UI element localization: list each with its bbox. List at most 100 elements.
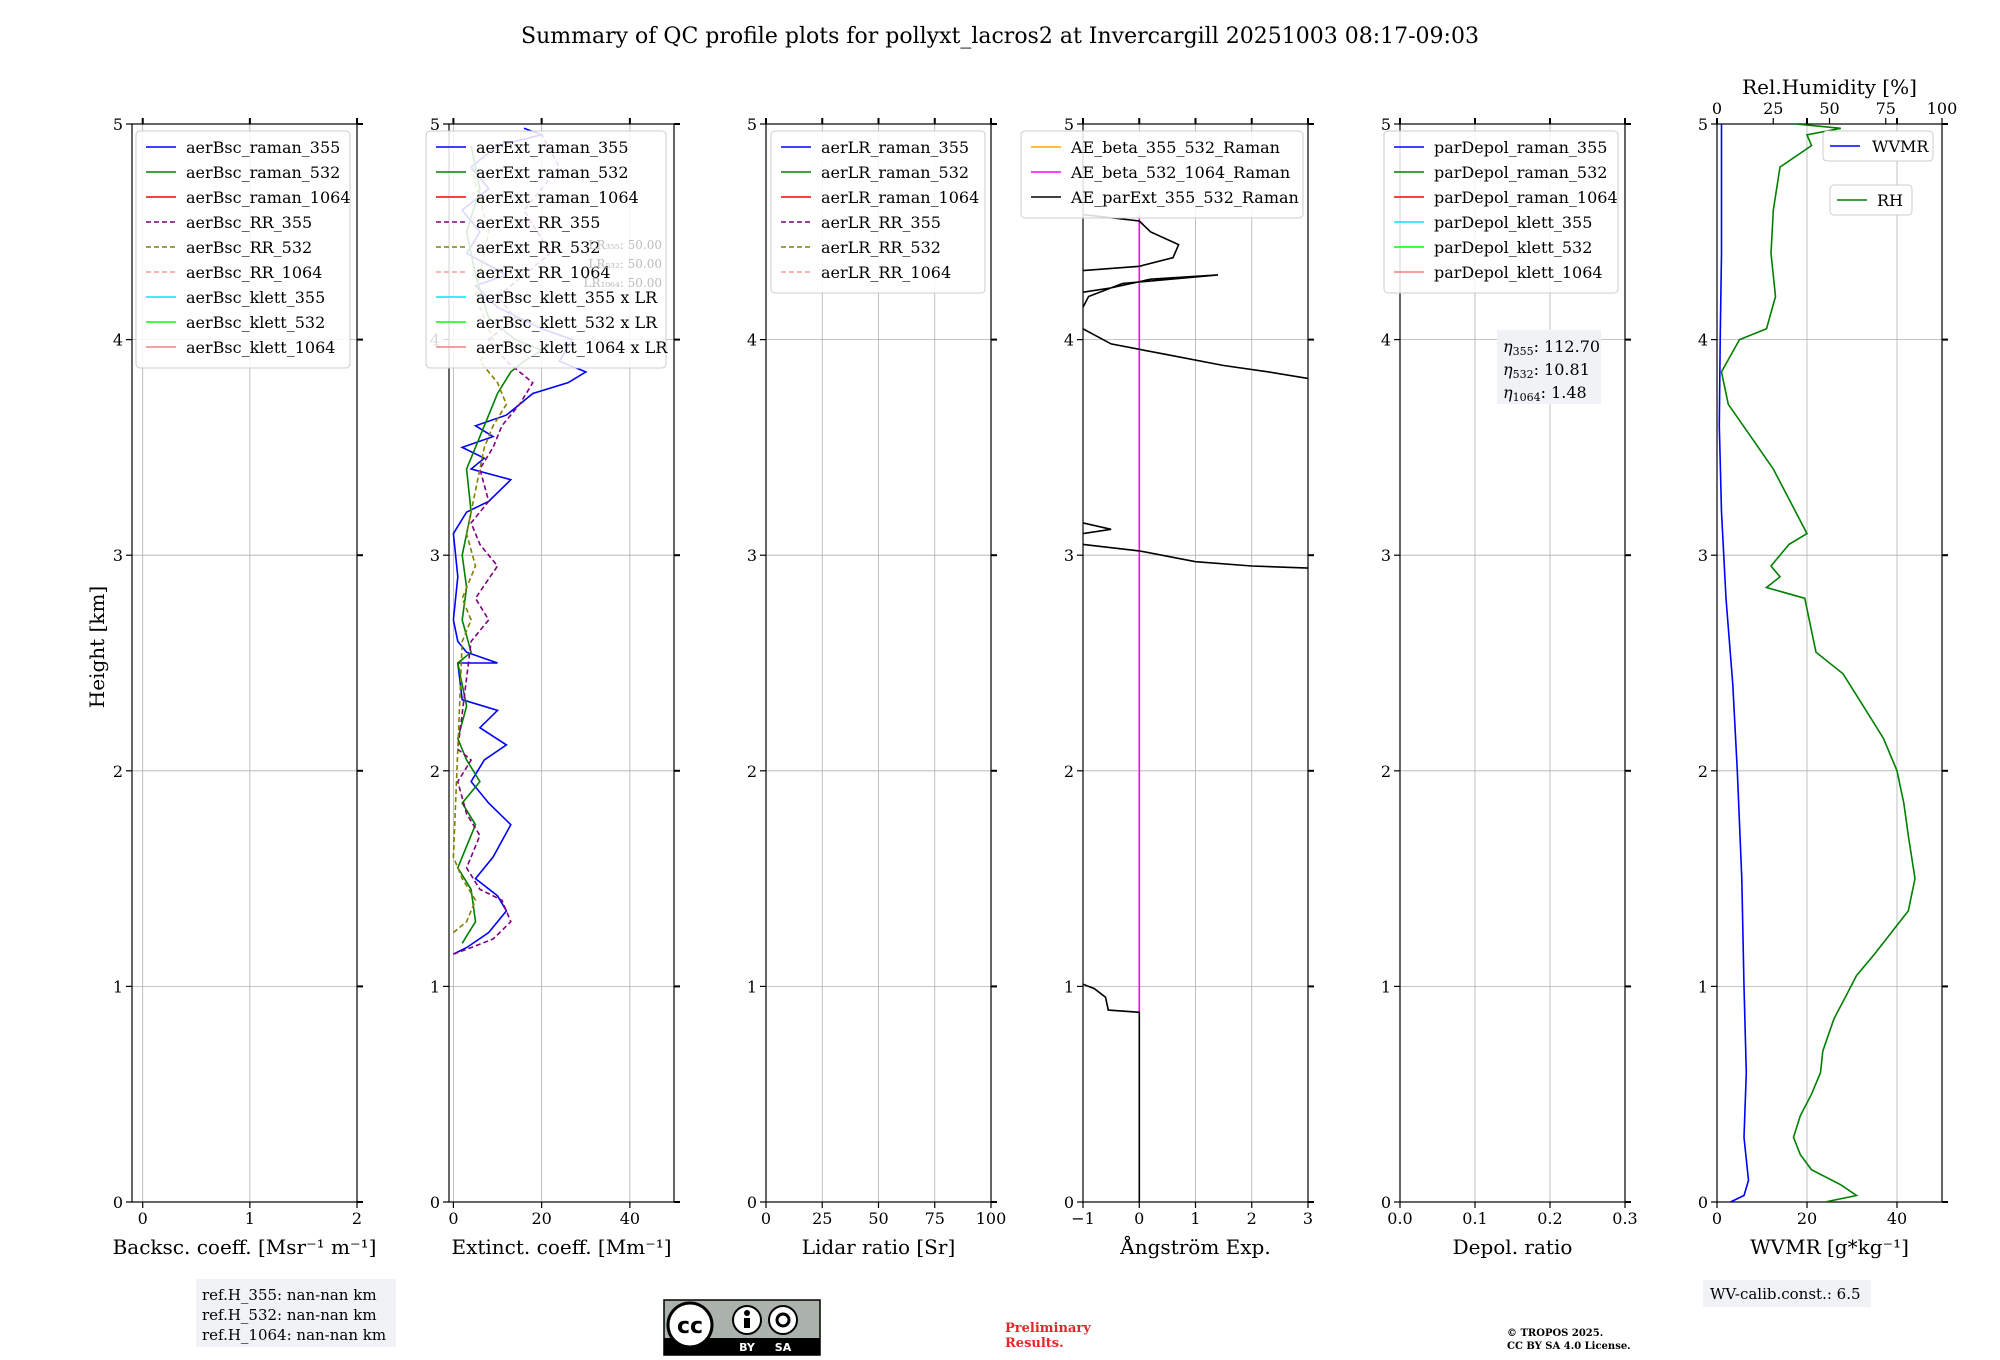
preliminary-line1: Preliminary bbox=[1005, 1321, 1091, 1336]
y-tick-label-depol: 3 bbox=[1381, 546, 1391, 565]
legend-label: AE_beta_355_532_Raman bbox=[1070, 138, 1280, 157]
eta-box bbox=[1497, 330, 1601, 404]
series-group-wv bbox=[1718, 124, 1916, 1202]
y-tick-label-ae: 3 bbox=[1064, 546, 1074, 565]
series-line-RH bbox=[1720, 124, 1916, 1202]
legend-label: aerLR_RR_1064 bbox=[821, 263, 951, 282]
figure-title: Summary of QC profile plots for pollyxt_… bbox=[521, 24, 1479, 49]
y-tick-label-ext: 5 bbox=[430, 115, 440, 134]
y-tick-label-wv: 1 bbox=[1698, 977, 1708, 996]
y-tick-label-lr: 3 bbox=[747, 546, 757, 565]
wv-calib-box: WV-calib.const.: 6.5 bbox=[1703, 1280, 1871, 1307]
y-axis-label: Height [km] bbox=[85, 586, 109, 708]
sa-share-icon bbox=[768, 1305, 798, 1335]
series-line-AE_parExt_355_532_Raman bbox=[1083, 983, 1141, 1202]
y-tick-label-lr: 4 bbox=[747, 331, 757, 350]
y-tick-label-bsc: 5 bbox=[113, 115, 123, 134]
ref-height-1064: ref.H_1064: nan-nan km bbox=[202, 1326, 386, 1344]
legend-label: aerExt_RR_532 bbox=[476, 238, 600, 257]
y-tick-label-lr: 1 bbox=[747, 977, 757, 996]
x-tick-label-ae: −1 bbox=[1071, 1209, 1095, 1228]
y-tick-label-wv: 4 bbox=[1698, 331, 1708, 350]
legend-label: parDepol_klett_532 bbox=[1434, 238, 1592, 257]
y-tick-label-bsc: 1 bbox=[113, 977, 123, 996]
top-x-tick-label-wv: 0 bbox=[1712, 99, 1722, 118]
legend-ext: aerExt_raman_355 aerExt_raman_532 aerExt_r… bbox=[425, 130, 668, 369]
legend-depol: parDepol_raman_355 parDepol_raman_532 parD… bbox=[1383, 130, 1619, 294]
top-x-tick-label-wv: 75 bbox=[1876, 99, 1896, 118]
y-tick-label-lr: 0 bbox=[747, 1193, 757, 1212]
legend-label: RH bbox=[1877, 191, 1903, 210]
y-tick-label-wv: 5 bbox=[1698, 115, 1708, 134]
legend-box-depol bbox=[1383, 130, 1619, 294]
sa-label: SA bbox=[775, 1341, 792, 1354]
legend-label: aerBsc_klett_1064 bbox=[186, 338, 335, 357]
x-tick-label-lr: 25 bbox=[812, 1209, 832, 1228]
x-tick-label-ae: 0 bbox=[1134, 1209, 1144, 1228]
legend-label: aerBsc_klett_1064 x LR bbox=[476, 338, 668, 357]
x-tick-label-wv: 20 bbox=[1797, 1209, 1817, 1228]
y-tick-label-ae: 0 bbox=[1064, 1193, 1074, 1212]
legend-label: parDepol_raman_355 bbox=[1434, 138, 1607, 157]
legend-box-ext bbox=[425, 130, 667, 369]
legend-label: WVMR bbox=[1872, 137, 1929, 156]
lr-annotation: LR₅₃₂: 50.00 bbox=[588, 257, 662, 271]
top-x-tick-label-wv: 50 bbox=[1819, 99, 1839, 118]
panel-ext: 02040012345Extinct. coeff. [Mm⁻¹]aerExt_… bbox=[425, 115, 680, 1259]
top-x-tick-label-wv: 100 bbox=[1927, 99, 1958, 118]
y-tick-label-wv: 3 bbox=[1698, 546, 1708, 565]
legend-label: aerBsc_RR_355 bbox=[186, 213, 312, 232]
x-tick-label-depol: 0.2 bbox=[1537, 1209, 1562, 1228]
legend-label: AE_beta_532_1064_Raman bbox=[1070, 163, 1290, 182]
y-tick-label-ext: 1 bbox=[430, 977, 440, 996]
series-line-WVMR bbox=[1718, 124, 1750, 1202]
legend-box-rh bbox=[1829, 184, 1913, 216]
eta-line: η1064: 1.48 bbox=[1503, 383, 1587, 404]
x-tick-label-bsc: 1 bbox=[245, 1209, 255, 1228]
y-tick-label-ae: 5 bbox=[1064, 115, 1074, 134]
eta-line: η355: 112.70 bbox=[1503, 337, 1600, 358]
legend-label: aerBsc_RR_1064 bbox=[186, 263, 322, 282]
legend-box-wvmr bbox=[1822, 130, 1934, 162]
panel-bsc: 0 1 2 0 1 2 3 4 5 Backsc. coeff. [Msr⁻¹ m⁻¹] aerBs… bbox=[113, 115, 377, 1259]
y-tick-label-ae: 1 bbox=[1064, 977, 1074, 996]
top-x-axis-label-wv: Rel.Humidity [%] bbox=[1742, 75, 1917, 99]
x-tick-label-lr: 75 bbox=[925, 1209, 945, 1228]
y-tick-label-ext: 0 bbox=[430, 1193, 440, 1212]
legend-rh: RH bbox=[1829, 184, 1913, 216]
legend-label: aerBsc_raman_355 bbox=[186, 138, 340, 157]
legend-label: aerLR_raman_532 bbox=[821, 163, 969, 182]
series-line-AE_parExt_355_532_Raman bbox=[1083, 543, 1308, 569]
lr-annotation: LR₃₅₅: 50.00 bbox=[588, 238, 662, 252]
y-tick-label-ae: 2 bbox=[1064, 762, 1074, 781]
ref-height-355: ref.H_355: nan-nan km bbox=[202, 1286, 377, 1304]
legend-label: parDepol_klett_1064 bbox=[1434, 263, 1603, 282]
legend-label: aerLR_raman_355 bbox=[821, 138, 969, 157]
axes-frame-ext bbox=[448, 123, 675, 1203]
legend-box-bsc bbox=[135, 130, 351, 369]
legend-ae: AE_beta_355_532_Raman AE_beta_532_1064_Ra… bbox=[1020, 130, 1304, 219]
legend-label: aerBsc_RR_532 bbox=[186, 238, 312, 257]
y-tick-label-ext: 2 bbox=[430, 762, 440, 781]
cc-logo-text: cc bbox=[677, 1314, 703, 1339]
x-tick-label-ae: 3 bbox=[1303, 1209, 1313, 1228]
x-tick-label-bsc: 2 bbox=[352, 1209, 362, 1228]
x-axis-label-lr: Lidar ratio [Sr] bbox=[802, 1235, 956, 1259]
preliminary-line2: Results. bbox=[1005, 1336, 1064, 1351]
legend-label: AE_parExt_355_532_Raman bbox=[1070, 188, 1299, 207]
legend-label: aerLR_RR_532 bbox=[821, 238, 941, 257]
x-tick-label-lr: 0 bbox=[761, 1209, 771, 1228]
y-tick-label-depol: 1 bbox=[1381, 977, 1391, 996]
by-person-head bbox=[744, 1310, 750, 1316]
copyright-line1: © TROPOS 2025. bbox=[1507, 1328, 1603, 1339]
legend-label: aerExt_RR_355 bbox=[476, 213, 600, 232]
x-tick-label-wv: 40 bbox=[1887, 1209, 1907, 1228]
panel-lr: 0 25 50 75 100 0 1 2 3 4 5 Lidar ratio [Sr] aerLR_ra… bbox=[747, 115, 1006, 1259]
x-tick-label-wv: 0 bbox=[1712, 1209, 1722, 1228]
legend-label: aerExt_raman_355 bbox=[476, 138, 629, 157]
legend-label: aerBsc_raman_532 bbox=[186, 163, 340, 182]
ref-height-532: ref.H_532: nan-nan km bbox=[202, 1306, 377, 1324]
